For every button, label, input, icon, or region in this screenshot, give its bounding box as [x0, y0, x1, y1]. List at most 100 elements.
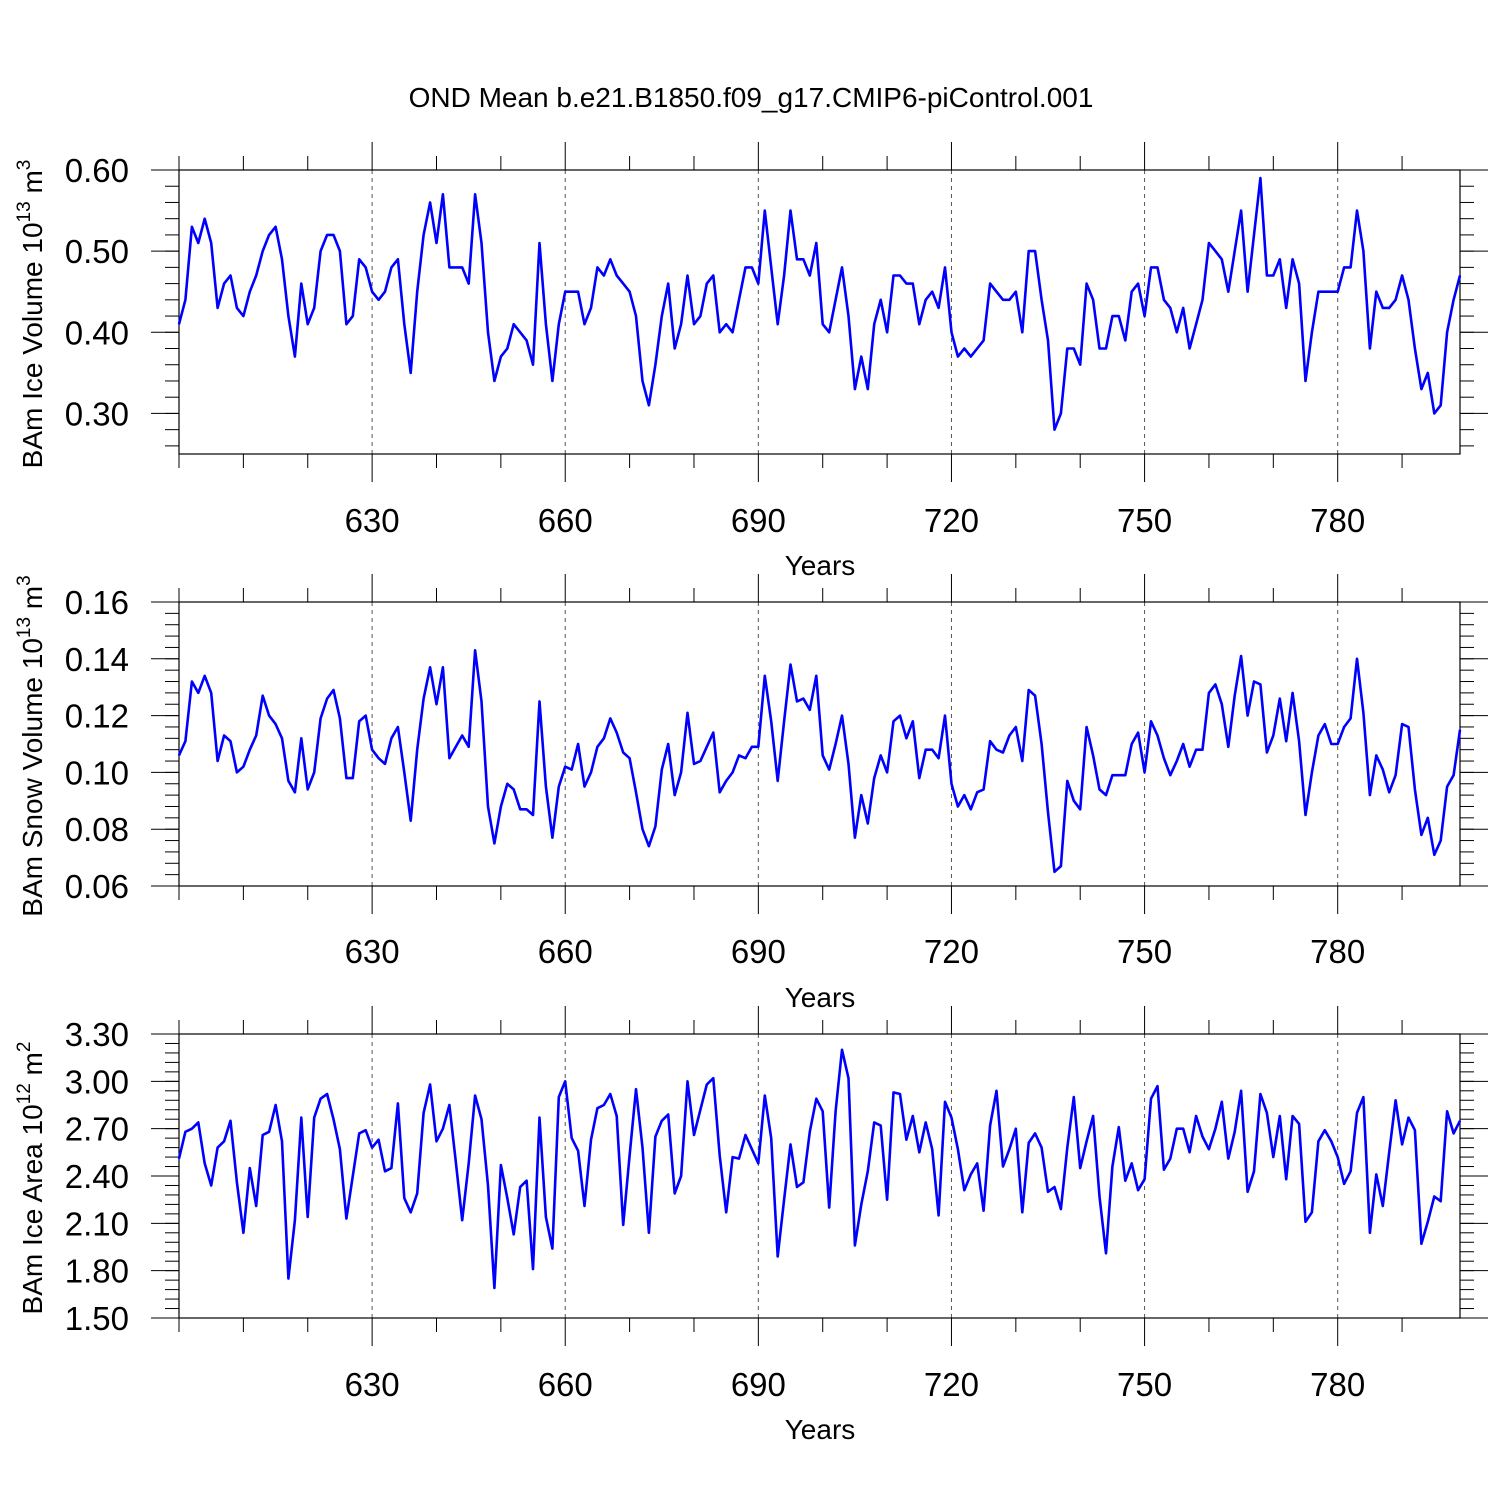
data-point	[731, 771, 734, 774]
data-point	[455, 746, 457, 748]
data-point	[480, 242, 483, 244]
data-point	[1240, 655, 1242, 657]
data-point	[352, 777, 354, 779]
data-point	[1163, 299, 1165, 301]
data-point	[506, 783, 509, 785]
data-point	[912, 282, 914, 285]
data-point	[912, 720, 914, 723]
data-point	[1092, 299, 1094, 301]
data-point	[1047, 1191, 1049, 1193]
data-point	[377, 757, 380, 759]
data-point	[718, 331, 721, 334]
data-point	[635, 1088, 637, 1090]
data-point	[339, 717, 341, 720]
data-point	[1375, 754, 1378, 757]
x-tick-label: 690	[731, 502, 786, 539]
data-point	[776, 1255, 779, 1258]
data-point	[809, 274, 811, 277]
x-axis-title: Years	[785, 1414, 856, 1445]
data-point	[764, 209, 766, 212]
data-point	[989, 740, 991, 742]
data-point	[1343, 726, 1345, 728]
data-point	[693, 323, 695, 326]
data-point	[1002, 1165, 1004, 1168]
data-point	[1298, 1123, 1300, 1125]
data-point	[435, 1140, 438, 1143]
data-point	[995, 748, 998, 751]
y-axis-title-exponent: 13	[14, 201, 35, 222]
data-point	[1330, 1140, 1333, 1143]
data-point	[918, 777, 921, 779]
x-tick-label: 750	[1117, 502, 1172, 539]
data-point	[191, 680, 193, 683]
data-point	[802, 697, 805, 700]
data-point	[210, 692, 212, 694]
data-point	[615, 1115, 618, 1117]
data-point	[1130, 290, 1133, 293]
data-point	[281, 737, 283, 740]
data-point	[667, 743, 669, 745]
data-point	[1073, 347, 1075, 350]
data-point	[467, 282, 470, 285]
data-point	[1079, 808, 1081, 811]
data-point	[1266, 1112, 1268, 1114]
data-point	[1246, 290, 1249, 293]
data-point	[686, 274, 689, 277]
data-point	[532, 814, 534, 816]
data-point	[1382, 1205, 1384, 1207]
data-point	[294, 355, 296, 358]
data-point	[1459, 1120, 1461, 1122]
data-point	[828, 331, 830, 334]
data-point	[371, 1146, 373, 1149]
data-point	[1375, 1173, 1378, 1176]
data-point	[1015, 726, 1017, 728]
data-point	[409, 819, 412, 822]
x-axis-title: Years	[785, 982, 856, 1013]
data-point	[274, 723, 277, 725]
data-point	[867, 388, 869, 390]
data-point	[731, 1156, 734, 1158]
data-point	[1427, 817, 1429, 819]
data-point	[300, 1116, 303, 1119]
data-point	[982, 1209, 985, 1212]
data-point	[364, 1129, 367, 1131]
data-point	[242, 1232, 245, 1234]
data-point	[1291, 1115, 1294, 1117]
data-point	[661, 768, 663, 771]
data-point	[538, 1116, 541, 1119]
data-point	[770, 720, 772, 723]
data-point	[1195, 323, 1197, 326]
data-point	[1150, 1097, 1152, 1100]
data-point	[1279, 258, 1281, 261]
data-point	[867, 1170, 869, 1173]
data-point	[1246, 714, 1249, 717]
data-point	[1105, 347, 1107, 350]
data-point	[467, 746, 470, 748]
data-point	[506, 347, 509, 350]
data-point	[1233, 694, 1236, 697]
data-point	[867, 822, 869, 825]
data-point	[397, 1102, 399, 1105]
data-point	[1221, 703, 1223, 705]
data-point	[1111, 774, 1114, 776]
data-point	[982, 788, 985, 791]
data-point	[261, 694, 264, 697]
data-point	[1118, 774, 1120, 776]
data-point	[1227, 290, 1230, 293]
data-point	[313, 1116, 316, 1119]
data-point	[1272, 274, 1275, 277]
data-point	[1098, 788, 1101, 791]
y-tick-label: 0.10	[65, 754, 129, 791]
data-point	[783, 1198, 785, 1201]
data-point	[937, 307, 940, 309]
data-point	[1394, 1099, 1397, 1102]
data-point	[287, 780, 290, 782]
data-point	[1066, 347, 1069, 350]
x-tick-labels: 630 660 690 720 750 780	[345, 502, 1366, 539]
x-tick-label: 660	[538, 502, 593, 539]
data-point	[1130, 1162, 1133, 1165]
data-point	[693, 1134, 695, 1136]
data-point	[564, 765, 566, 768]
data-point	[1414, 788, 1416, 791]
data-point	[1227, 1157, 1230, 1160]
